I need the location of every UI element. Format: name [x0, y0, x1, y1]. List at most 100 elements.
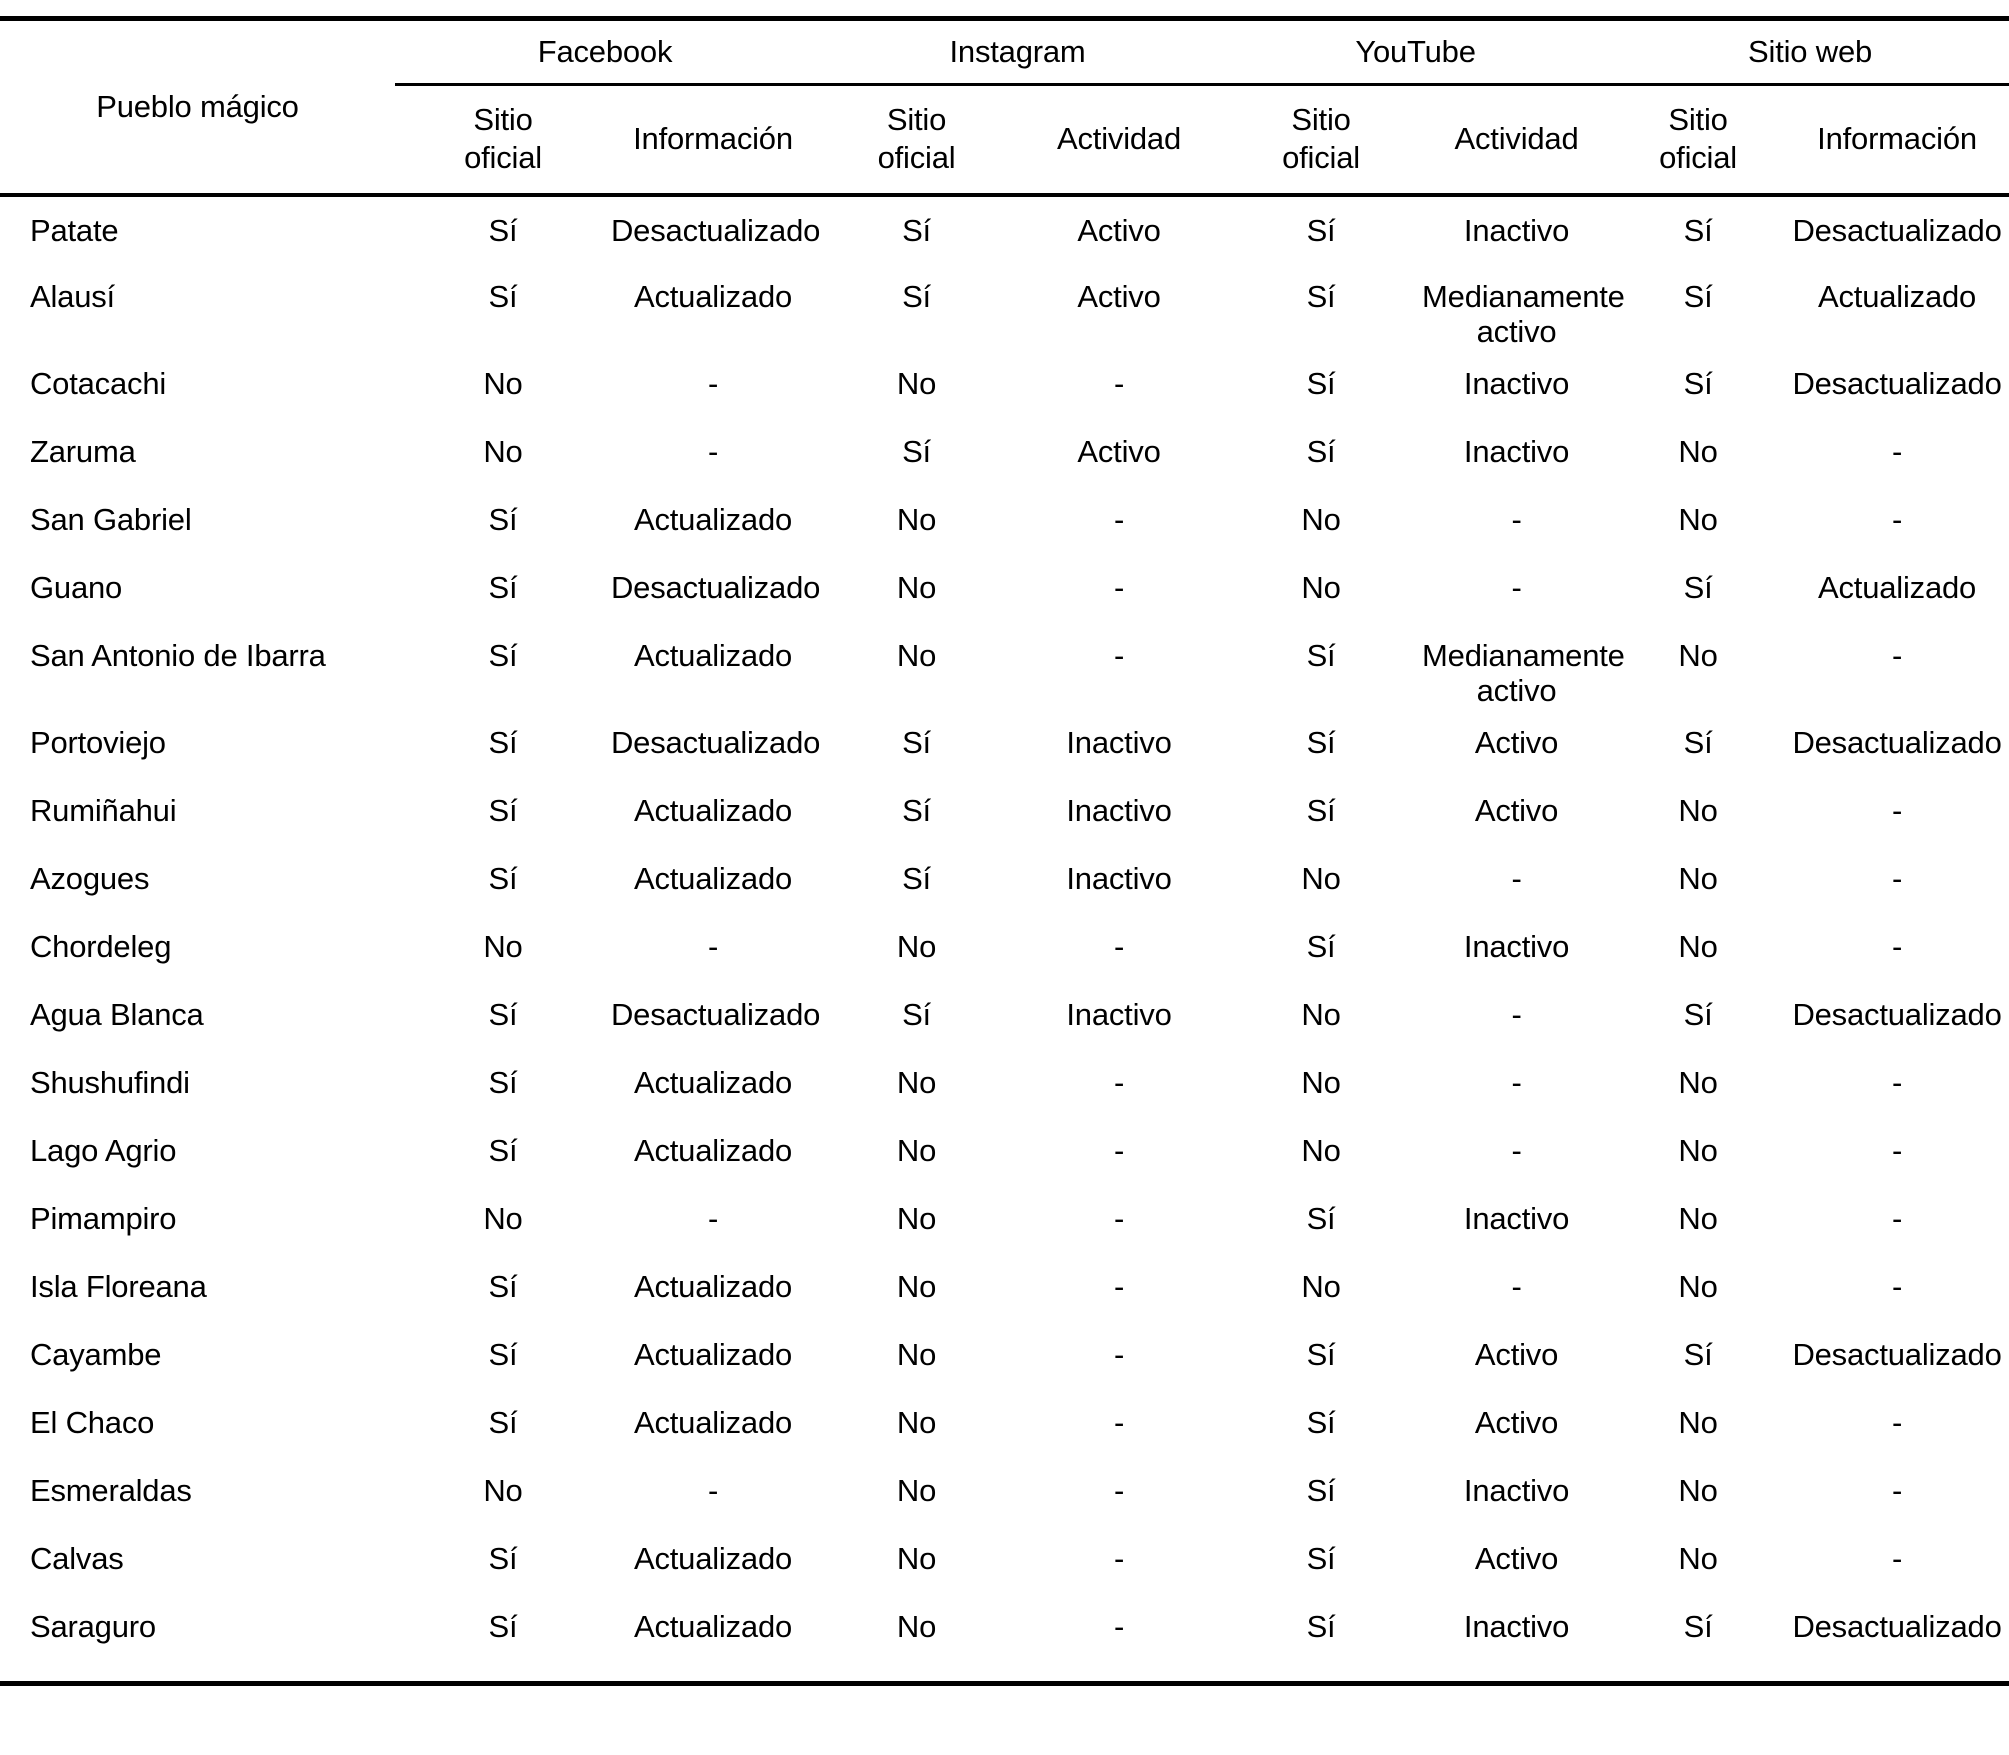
- value-cell: Sí: [488, 793, 518, 829]
- value-cell: No: [1301, 861, 1341, 897]
- pueblo-name-cell: Azogues: [30, 861, 150, 897]
- pueblo-name-cell: Agua Blanca: [30, 997, 204, 1033]
- subheader-facebook-informacion: Información: [611, 84, 816, 197]
- value-cell: -: [1891, 1201, 1903, 1237]
- value-cell: No: [1678, 433, 1718, 469]
- value-cell: No: [1678, 1201, 1718, 1237]
- value-cell: No: [1678, 1269, 1718, 1305]
- subheader-sitioweb-informacion: Información: [1785, 84, 2009, 197]
- value-cell: Activo: [1077, 212, 1161, 248]
- value-cell: No: [1301, 1269, 1341, 1305]
- pueblo-name-cell: Cayambe: [30, 1337, 162, 1373]
- value-cell: Sí: [1683, 1337, 1713, 1373]
- value-cell: Sí: [902, 793, 931, 829]
- value-cell: Sí: [1683, 212, 1713, 248]
- value-cell: -: [707, 929, 719, 965]
- subheader-sitioweb-sitio-oficial: Sitio oficial: [1611, 84, 1786, 197]
- value-cell: Inactivo: [1463, 212, 1570, 248]
- value-cell: No: [896, 637, 937, 673]
- value-cell: -: [707, 433, 719, 469]
- table-row: Saraguro Sí Actualizado No - Sí Inactivo Sí Desa…: [0, 1593, 2009, 1683]
- value-cell: No: [1678, 1133, 1718, 1169]
- value-cell: -: [1891, 793, 1903, 829]
- table-row: Isla Floreana Sí Actualizado No - No - No -: [0, 1253, 2009, 1321]
- value-cell: Sí: [1306, 1609, 1336, 1645]
- pueblo-name-cell: Chordeleg: [30, 929, 172, 965]
- value-cell: No: [896, 1473, 937, 1509]
- value-cell: Sí: [488, 1133, 518, 1169]
- value-cell: Actualizado: [633, 861, 793, 897]
- table-row: Patate Sí Desactualizado Sí Activo Sí Inactivo…: [0, 195, 2009, 263]
- value-cell: Sí: [1306, 212, 1336, 248]
- value-cell: Sí: [902, 861, 931, 897]
- value-cell: Desactualizado: [1792, 1609, 2002, 1645]
- value-cell: Inactivo: [1066, 997, 1172, 1033]
- value-cell: -: [707, 1473, 719, 1509]
- value-cell: No: [1678, 1541, 1718, 1577]
- group-header-youtube: YouTube: [1220, 18, 1612, 86]
- value-cell: No: [1678, 637, 1718, 673]
- value-cell: Sí: [1683, 365, 1713, 401]
- value-cell: No: [896, 569, 937, 605]
- pueblo-name-cell: San Antonio de Ibarra: [30, 637, 326, 673]
- value-cell: -: [1511, 997, 1522, 1033]
- value-cell: -: [1113, 569, 1125, 605]
- subheader-youtube-actividad: Actividad: [1422, 84, 1612, 197]
- value-cell: No: [1678, 1473, 1718, 1509]
- value-cell: -: [1511, 861, 1522, 897]
- value-cell: Sí: [1306, 1541, 1336, 1577]
- value-cell: -: [1891, 1133, 1903, 1169]
- value-cell: Sí: [488, 997, 518, 1033]
- value-cell: -: [1113, 1201, 1125, 1237]
- pueblo-name-cell: Pimampiro: [30, 1201, 177, 1237]
- value-cell: Desactualizado: [611, 569, 821, 605]
- value-cell: -: [707, 365, 719, 401]
- value-cell: -: [1891, 1065, 1903, 1101]
- value-cell: -: [1113, 1609, 1125, 1645]
- value-cell: Inactivo: [1066, 861, 1172, 897]
- value-cell: Sí: [1306, 637, 1336, 673]
- table-row: Esmeraldas No - No - Sí Inactivo No -: [0, 1457, 2009, 1525]
- value-cell: Actualizado: [633, 1337, 793, 1373]
- pueblo-name-cell: Esmeraldas: [30, 1473, 192, 1509]
- value-cell: Inactivo: [1463, 1473, 1570, 1509]
- value-cell: Sí: [488, 501, 518, 537]
- table-row: Portoviejo Sí Desactualizado Sí Inactivo Sí Ac…: [0, 709, 2009, 777]
- value-cell: Sí: [1306, 1405, 1336, 1441]
- table-row: Zaruma No - Sí Activo Sí Inactivo No -: [0, 418, 2009, 486]
- value-cell: No: [896, 1065, 937, 1101]
- value-cell: -: [1891, 1541, 1903, 1577]
- value-cell: -: [1891, 929, 1903, 965]
- group-header-instagram: Instagram: [815, 18, 1221, 86]
- value-cell: Sí: [1683, 1609, 1713, 1645]
- subheader-instagram-actividad: Actividad: [1018, 84, 1221, 197]
- value-cell: Actualizado: [633, 1133, 793, 1169]
- value-cell: No: [483, 433, 523, 469]
- value-cell: -: [1113, 637, 1125, 673]
- value-cell: No: [483, 1201, 523, 1237]
- value-cell: Sí: [488, 1405, 518, 1441]
- value-cell: Desactualizado: [1792, 725, 2002, 761]
- value-cell: Desactualizado: [1792, 997, 2002, 1033]
- pueblo-name-cell: Saraguro: [30, 1609, 156, 1645]
- value-cell: -: [1113, 929, 1125, 965]
- value-cell: -: [1891, 1269, 1903, 1305]
- value-cell: -: [1511, 1133, 1522, 1169]
- value-cell: No: [483, 929, 523, 965]
- value-cell: Sí: [902, 278, 931, 314]
- value-cell: Sí: [488, 278, 518, 314]
- value-cell: Activo: [1474, 1541, 1559, 1577]
- value-cell: No: [896, 1201, 937, 1237]
- value-cell: -: [707, 1201, 719, 1237]
- value-cell: Inactivo: [1463, 433, 1570, 469]
- value-cell: Actualizado: [1818, 278, 1977, 314]
- value-cell: -: [1113, 1405, 1125, 1441]
- value-cell: Inactivo: [1463, 1201, 1570, 1237]
- value-cell: Inactivo: [1463, 365, 1570, 401]
- value-cell: Desactualizado: [611, 212, 821, 248]
- value-cell: Actualizado: [1818, 569, 1977, 605]
- pueblo-name-cell: Isla Floreana: [30, 1269, 207, 1305]
- value-cell: Sí: [488, 725, 518, 761]
- value-cell: Actualizado: [633, 1541, 793, 1577]
- value-cell: Desactualizado: [611, 997, 821, 1033]
